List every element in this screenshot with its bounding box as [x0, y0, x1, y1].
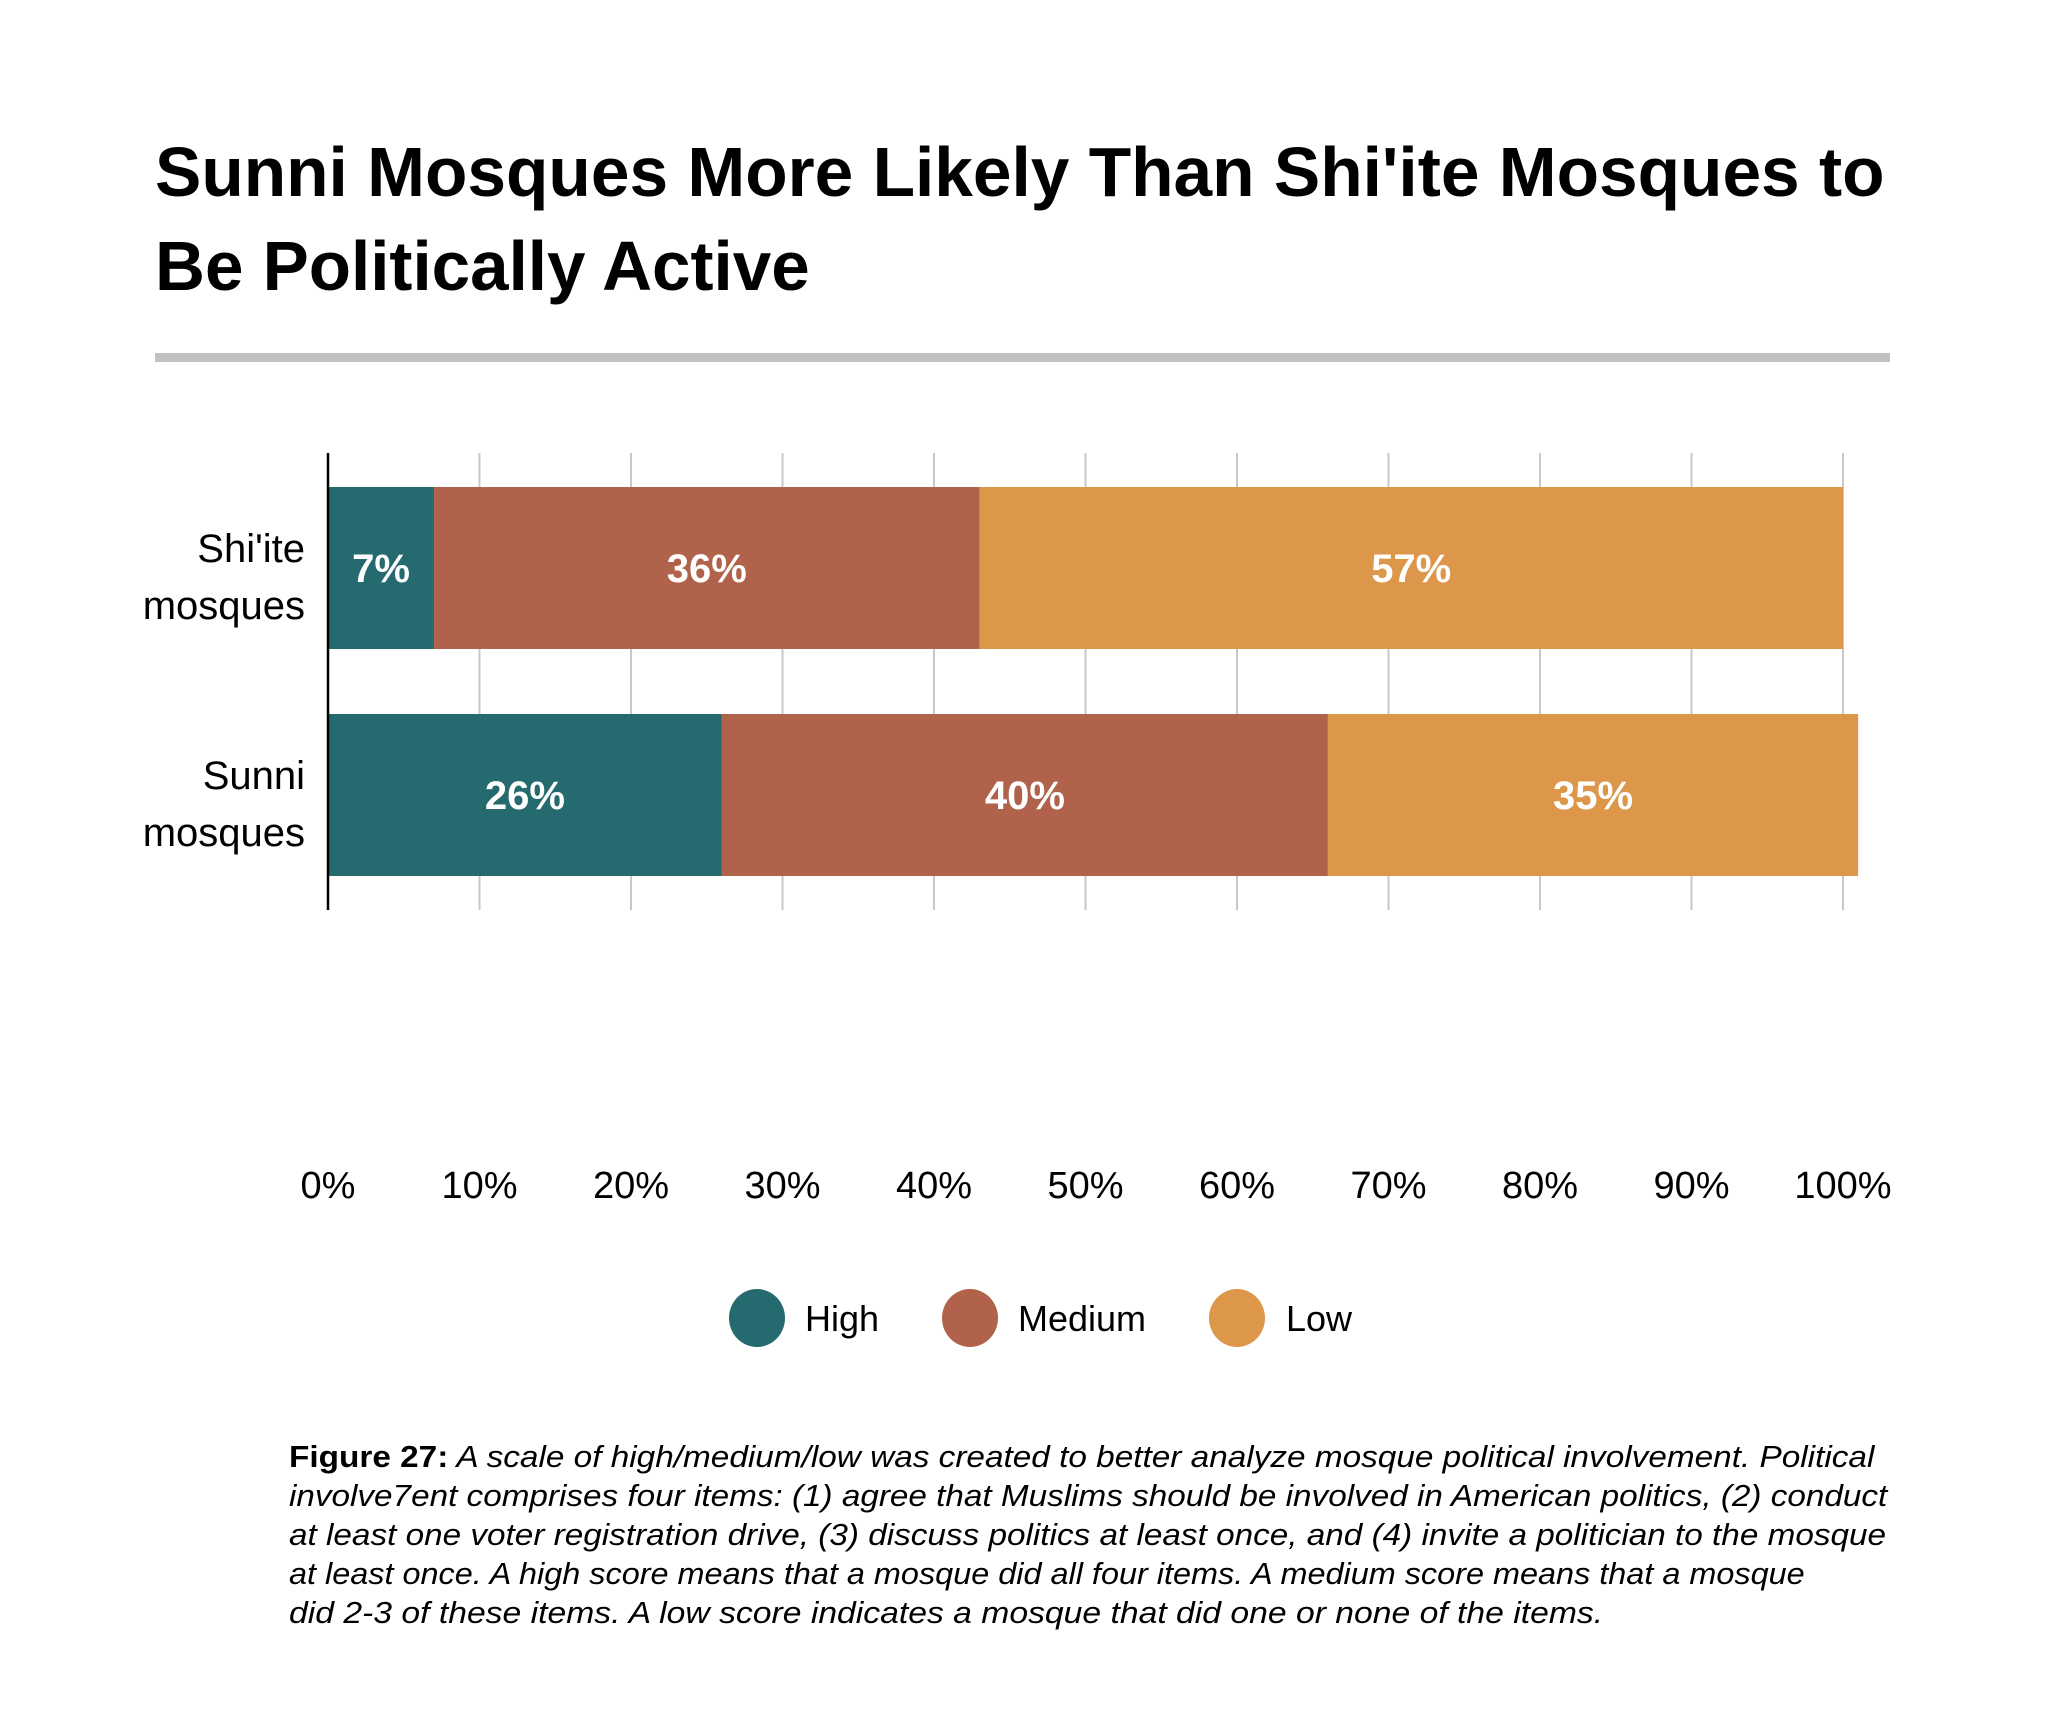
legend: High Medium Low — [729, 1289, 1353, 1347]
x-tick-label: 10% — [441, 1165, 517, 1207]
bar-value-label: 7% — [352, 547, 410, 591]
legend-item-medium: Medium — [942, 1289, 1146, 1347]
x-tick-label: 40% — [896, 1165, 972, 1207]
figure-label: Figure 27: — [289, 1439, 449, 1474]
bars — [328, 487, 1859, 876]
figure-caption-line-1: Figure 27: A scale of high/medium/low wa… — [289, 1441, 1874, 1472]
x-tick-label: 50% — [1047, 1165, 1123, 1207]
y-axis-label: mosques — [143, 811, 305, 855]
title-divider — [155, 353, 1890, 362]
bar-low-shiite — [979, 487, 1843, 649]
bar-value-label: 36% — [667, 547, 747, 591]
bar-high-sunni — [328, 714, 722, 876]
legend-item-high: High — [729, 1289, 879, 1347]
chart-title-line-2: Be Politically Active — [155, 227, 810, 305]
x-tick-label: 60% — [1199, 1165, 1275, 1207]
bar-value-label: 26% — [485, 774, 565, 818]
y-axis-label: mosques — [143, 584, 305, 628]
legend-swatch-low-icon — [1209, 1289, 1265, 1347]
legend-item-low: Low — [1209, 1289, 1353, 1347]
caption-text: A scale of high/medium/low was created t… — [448, 1439, 1875, 1474]
figure-caption-line-5: did 2-3 of these items. A low score indi… — [289, 1595, 1604, 1630]
figure-caption-line-2: involve7ent comprises four items: (1) ag… — [289, 1478, 1888, 1513]
legend-label: High — [805, 1298, 879, 1339]
bar-medium-shiite — [434, 487, 980, 649]
bar-low-sunni — [1327, 714, 1859, 876]
bar-labels: 7% 36% 57% 26% 40% 35% — [352, 547, 1633, 818]
legend-label: Low — [1286, 1298, 1353, 1339]
bar-value-label: 57% — [1371, 547, 1451, 591]
bar-high-shiite — [328, 487, 435, 649]
chart-title-line-1: Sunni Mosques More Likely Than Shi'ite M… — [155, 133, 1885, 211]
bar-value-label: 40% — [985, 774, 1065, 818]
figure-caption-line-4: at least once. A high score means that a… — [289, 1556, 1805, 1591]
y-axis-label: Sunni — [203, 754, 305, 798]
bar-medium-sunni — [721, 714, 1328, 876]
y-axis-label: Shi'ite — [197, 527, 305, 571]
x-tick-label: 30% — [744, 1165, 820, 1207]
legend-swatch-medium-icon — [942, 1289, 998, 1347]
x-tick-label: 90% — [1653, 1165, 1729, 1207]
x-axis-tick-labels: 0% 10% 20% 30% 40% 50% 60% 70% 80% 90% 100% — [301, 1165, 1892, 1207]
y-axis-labels: Shi'ite mosques Sunni mosques — [143, 527, 305, 855]
x-tick-label: 100% — [1794, 1165, 1891, 1207]
legend-swatch-high-icon — [729, 1289, 785, 1347]
x-tick-label: 70% — [1350, 1165, 1426, 1207]
x-tick-label: 0% — [301, 1165, 356, 1207]
legend-label: Medium — [1018, 1298, 1146, 1339]
x-tick-label: 80% — [1502, 1165, 1578, 1207]
figure-caption-line-3: at least one voter registration drive, (… — [289, 1517, 1887, 1552]
x-tick-label: 20% — [593, 1165, 669, 1207]
stacked-bar-chart: 7% 36% 57% 26% 40% 35% Shi'ite mosques Sunni mos… — [143, 453, 1892, 1347]
bar-value-label: 35% — [1553, 774, 1633, 818]
